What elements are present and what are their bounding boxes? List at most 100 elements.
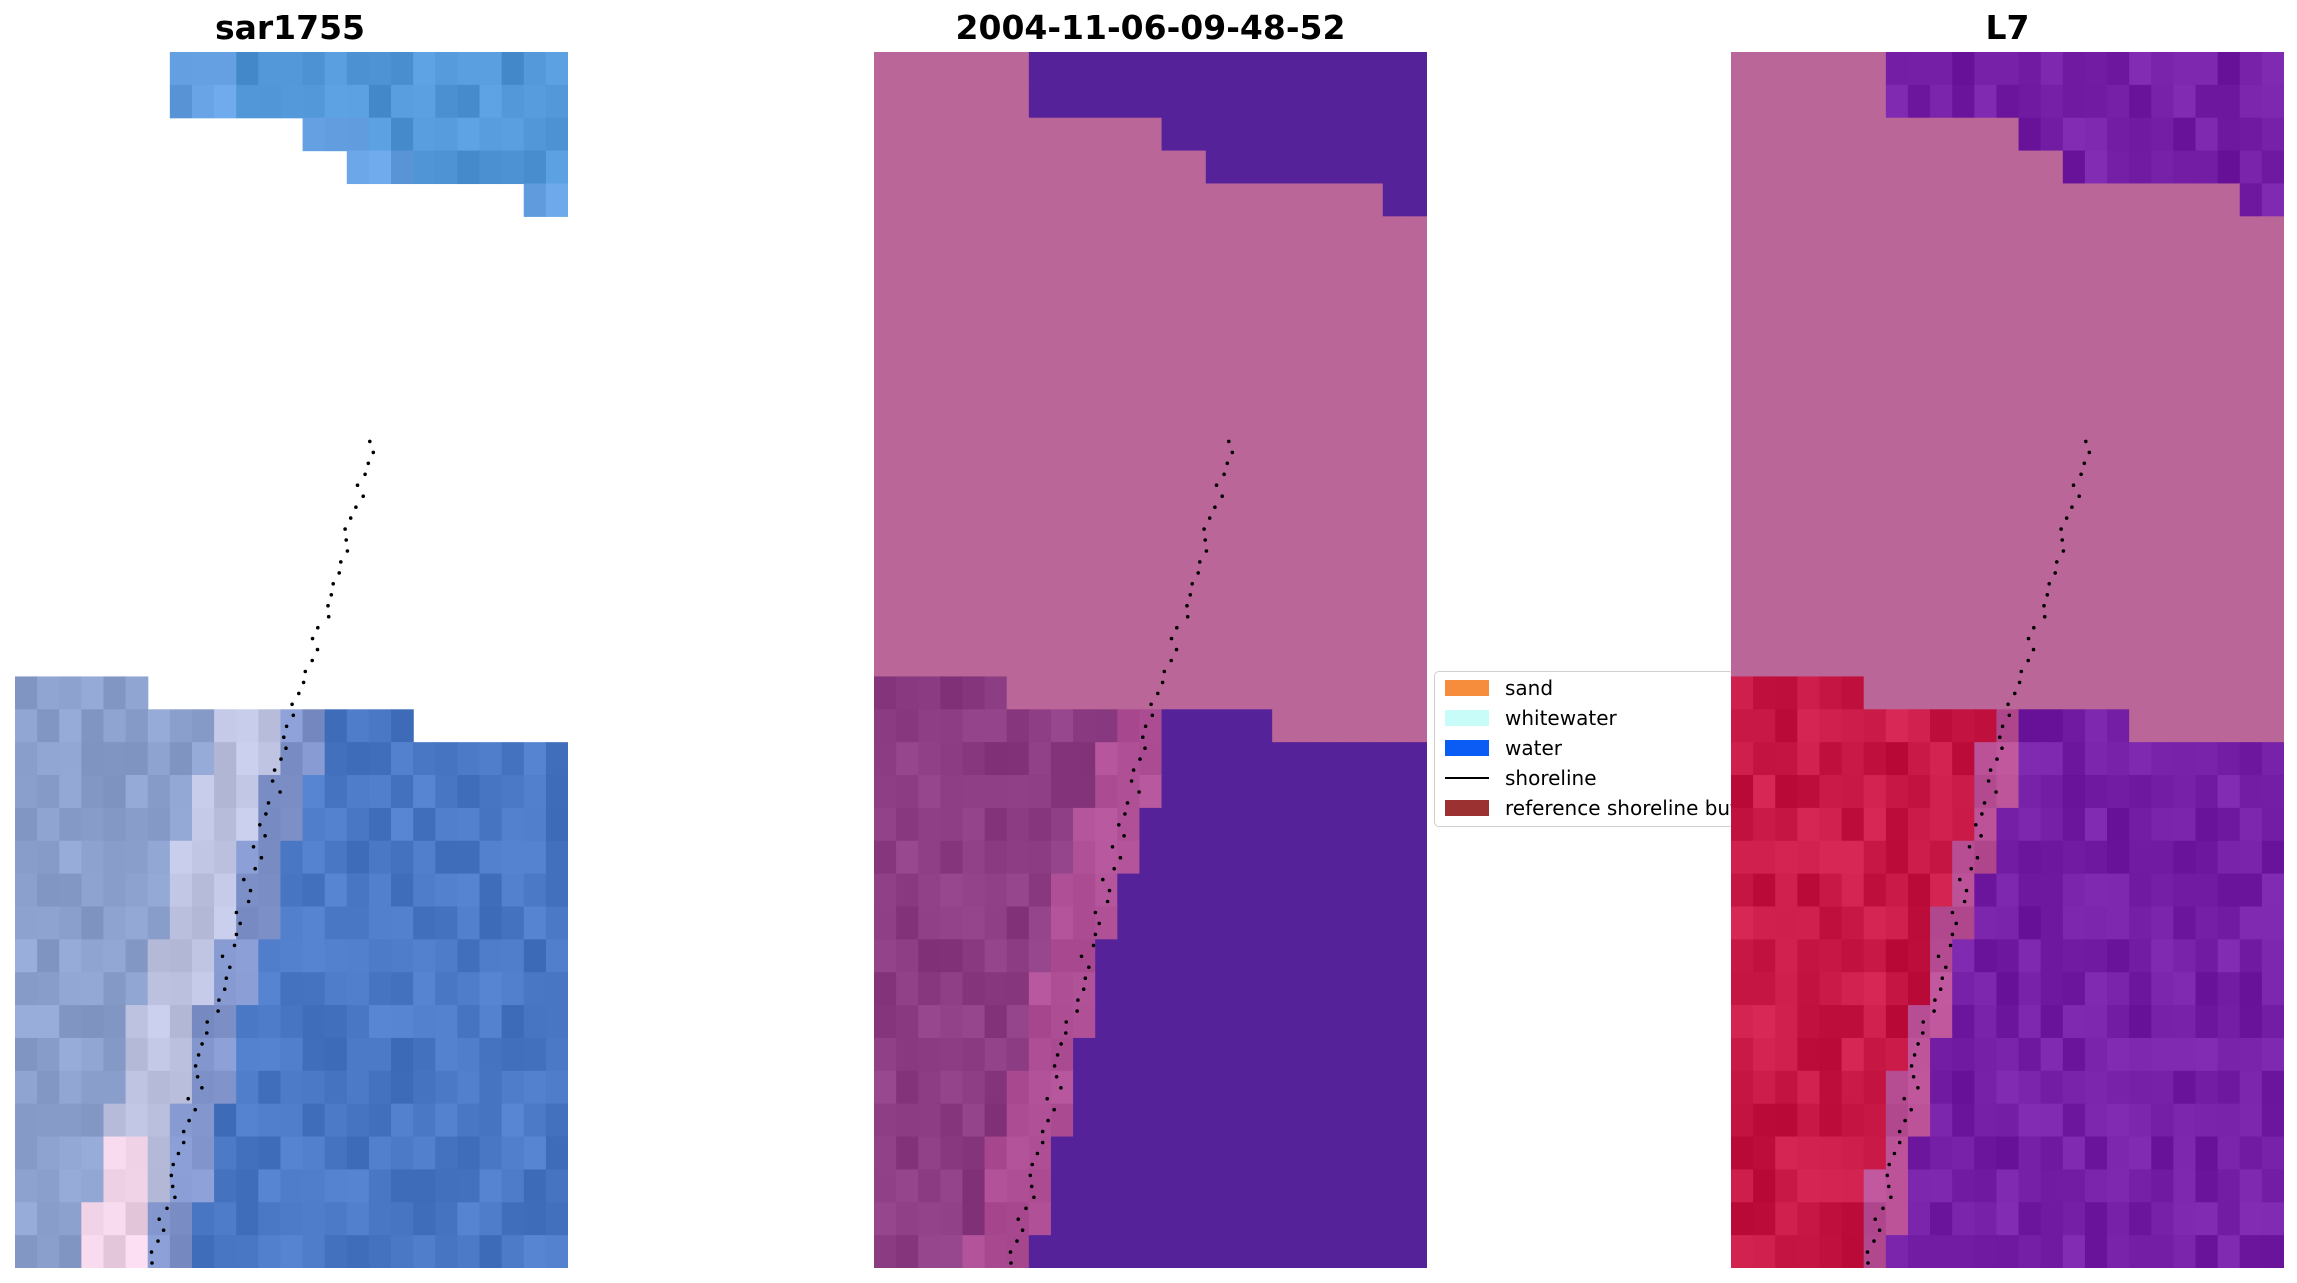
image-pixel (1930, 150, 1953, 185)
image-pixel (1360, 1103, 1384, 1138)
image-pixel (1382, 1070, 1406, 1105)
image-pixel (2173, 807, 2197, 842)
image-pixel (1183, 1037, 1207, 1072)
image-pixel (302, 972, 326, 1006)
image-pixel (2173, 1235, 2197, 1268)
image-pixel (1930, 807, 1953, 842)
image-pixel (125, 1169, 149, 1203)
image-pixel (2018, 380, 2042, 415)
image-pixel (258, 84, 282, 119)
image-pixel (1006, 939, 1030, 973)
shoreline-point (1040, 1140, 1045, 1145)
image-pixel (391, 1136, 414, 1170)
image-pixel (1338, 610, 1362, 645)
image-pixel (1316, 413, 1340, 447)
image-pixel (1205, 939, 1229, 973)
image-pixel (1360, 413, 1384, 447)
image-pixel (501, 1005, 525, 1039)
image-pixel (2129, 249, 2152, 283)
image-pixel (1731, 709, 1754, 743)
image-pixel (1227, 249, 1251, 283)
shoreline-point (1052, 1064, 1057, 1068)
image-pixel (1885, 709, 1909, 743)
image-pixel (214, 1037, 237, 1072)
image-pixel (984, 643, 1008, 678)
image-pixel (1907, 249, 1931, 283)
image-pixel (2195, 479, 2219, 513)
image-pixel (1841, 84, 1865, 119)
image-pixel (940, 314, 964, 349)
image-pixel (15, 939, 38, 973)
image-pixel (1117, 1235, 1141, 1268)
image-pixel (918, 972, 941, 1006)
image-pixel (918, 446, 941, 480)
image-pixel (1885, 512, 1909, 546)
image-pixel (1404, 906, 1427, 940)
shoreline-point (1156, 691, 1160, 696)
image-pixel (1227, 577, 1251, 612)
image-pixel (2018, 1136, 2042, 1170)
image-pixel (1382, 610, 1406, 645)
image-pixel (940, 183, 964, 217)
image-pixel (1841, 577, 1865, 612)
image-pixel (37, 1103, 60, 1138)
image-pixel (1885, 643, 1909, 678)
image-pixel (1404, 150, 1427, 185)
image-pixel (1841, 643, 1865, 678)
image-pixel (1996, 676, 2020, 710)
image-pixel (1205, 216, 1229, 250)
image-pixel (1117, 314, 1141, 349)
image-pixel (1930, 479, 1953, 513)
image-pixel (1731, 512, 1754, 546)
shoreline-point (1938, 987, 1943, 991)
image-pixel (391, 117, 414, 152)
image-pixel (2040, 1136, 2064, 1170)
image-pixel (2084, 512, 2108, 546)
image-pixel (1753, 1235, 1776, 1268)
image-pixel (368, 906, 392, 940)
image-pixel (2084, 347, 2108, 382)
image-pixel (1841, 840, 1865, 875)
image-pixel (918, 873, 941, 908)
image-pixel (1775, 544, 1798, 579)
image-pixel (214, 873, 237, 908)
image-pixel (1050, 610, 1074, 645)
image-pixel (1753, 906, 1776, 940)
shoreline-point (1185, 614, 1190, 619)
shoreline-point (1916, 1042, 1920, 1046)
image-pixel (1775, 676, 1798, 710)
image-pixel (214, 1202, 237, 1236)
shoreline-point (310, 636, 315, 641)
image-pixel (1117, 610, 1141, 645)
image-pixel (391, 972, 414, 1006)
image-pixel (918, 1235, 941, 1268)
image-pixel (391, 1235, 414, 1268)
image-pixel (1907, 1005, 1931, 1039)
image-pixel (214, 1005, 237, 1039)
image-pixel (1996, 840, 2020, 875)
shoreline-point (2026, 658, 2030, 663)
image-pixel (1183, 840, 1207, 875)
image-pixel (962, 479, 986, 513)
image-pixel (1250, 413, 1273, 447)
image-pixel (1404, 709, 1427, 743)
image-pixel (1863, 282, 1887, 316)
shoreline-point (361, 494, 366, 499)
image-pixel (1006, 873, 1030, 908)
image-pixel (1117, 1070, 1141, 1105)
image-pixel (2084, 1202, 2108, 1236)
image-pixel (1885, 216, 1909, 250)
image-pixel (2018, 906, 2042, 940)
image-pixel (1028, 347, 1052, 382)
image-pixel (1139, 742, 1163, 776)
image-pixel (2261, 577, 2284, 612)
shoreline-point (1214, 483, 1219, 488)
image-pixel (962, 742, 986, 776)
image-pixel (1974, 906, 1998, 940)
image-pixel (1930, 347, 1953, 382)
image-pixel (2173, 380, 2197, 415)
shoreline-point (234, 932, 239, 937)
image-pixel (2261, 709, 2284, 743)
image-pixel (1731, 150, 1754, 185)
image-pixel (1250, 347, 1273, 382)
